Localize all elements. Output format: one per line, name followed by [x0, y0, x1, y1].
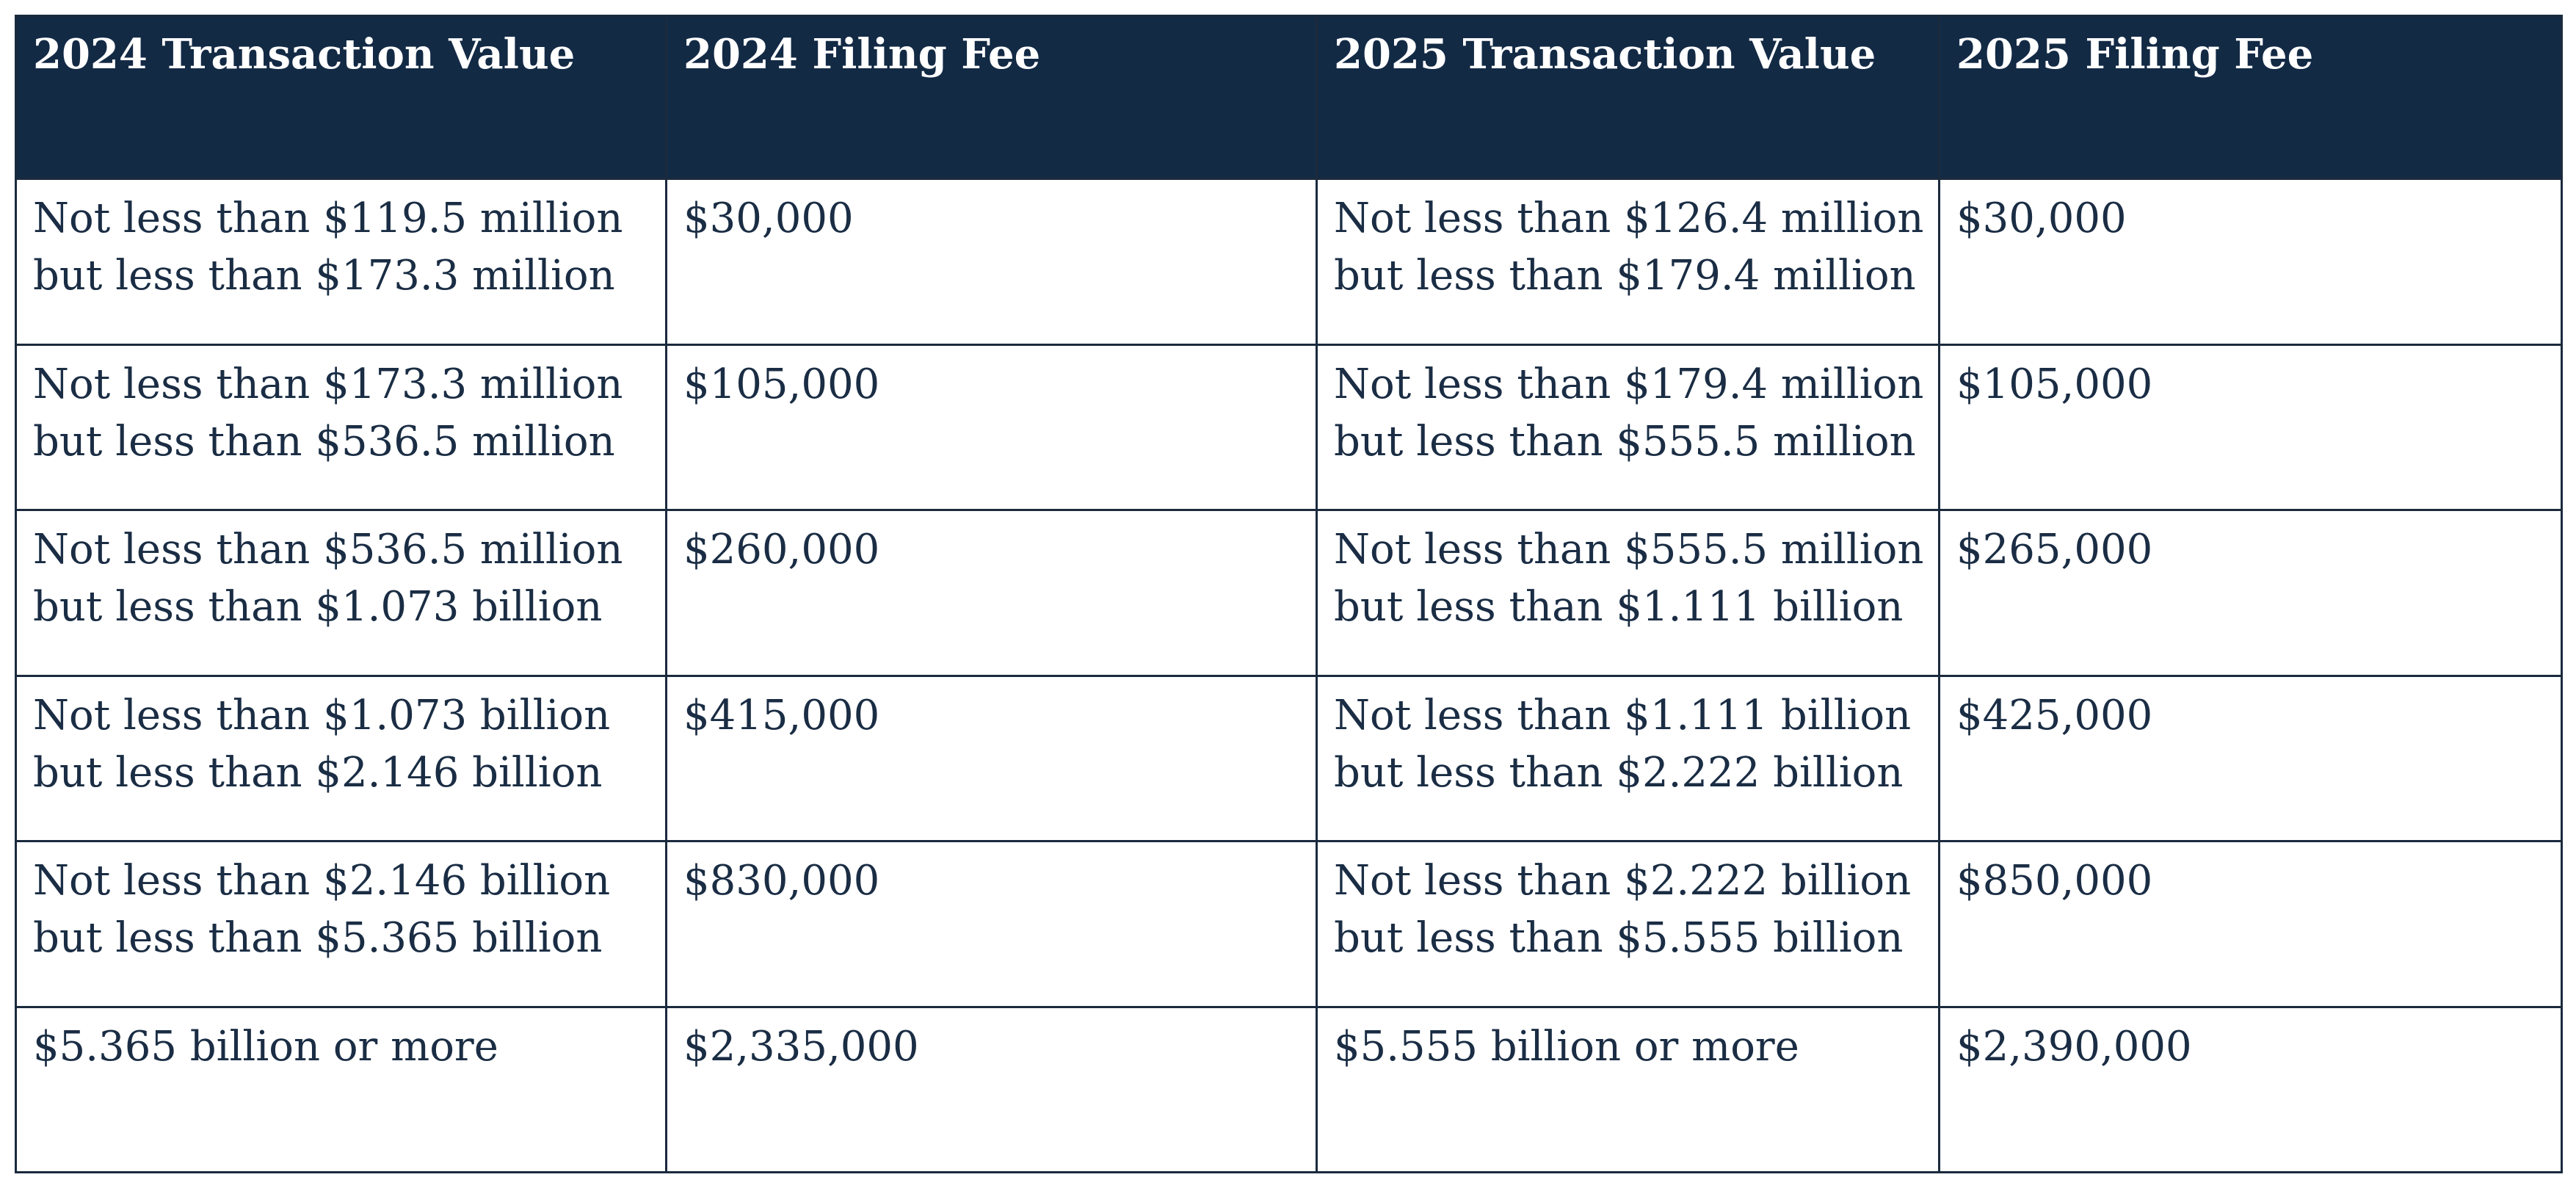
header-2024-filing-fee: 2024 Filing Fee: [665, 15, 1318, 180]
cell-2025-filing-fee: $425,000: [1938, 674, 2563, 842]
table-row: Not less than $173.3 million but less th…: [15, 343, 2563, 511]
cell-2024-filing-fee: $260,000: [665, 509, 1318, 677]
cell-2024-transaction-value: Not less than $1.073 billion but less th…: [15, 674, 667, 842]
cell-line: Not less than $173.3 million: [33, 360, 623, 408]
cell-line: Not less than $536.5 million: [33, 526, 623, 573]
cell-2025-transaction-value: Not less than $2.222 billion but less th…: [1316, 840, 1940, 1008]
cell-2025-transaction-value: Not less than $1.111 billion but less th…: [1316, 674, 1940, 842]
cell-line: Not less than $2.222 billion: [1334, 857, 1912, 905]
cell-2024-transaction-value: Not less than $2.146 billion but less th…: [15, 840, 667, 1008]
table-header: 2024 Transaction Value 2024 Filing Fee 2…: [15, 15, 2563, 180]
cell-2024-filing-fee: $2,335,000: [665, 1005, 1318, 1173]
cell-line: but less than $1.111 billion: [1334, 583, 1904, 631]
cell-2024-filing-fee: $830,000: [665, 840, 1318, 1008]
cell-line: but less than $179.4 million: [1334, 252, 1916, 300]
cell-2024-transaction-value: $5.365 billion or more: [15, 1005, 667, 1173]
cell-2025-filing-fee: $30,000: [1938, 178, 2563, 346]
cell-2025-filing-fee: $265,000: [1938, 509, 2563, 677]
cell-line: Not less than $2.146 billion: [33, 857, 611, 905]
cell-line: but less than $2.146 billion: [33, 748, 603, 797]
cell-line: Not less than $119.5 million: [33, 195, 623, 242]
cell-2025-transaction-value: Not less than $179.4 million but less th…: [1316, 343, 1940, 511]
cell-line: but less than $536.5 million: [33, 417, 615, 466]
cell-2024-filing-fee: $415,000: [665, 674, 1318, 842]
cell-2025-filing-fee: $2,390,000: [1938, 1005, 2563, 1173]
cell-2025-transaction-value: $5.555 billion or more: [1316, 1005, 1940, 1173]
table-row: Not less than $2.146 billion but less th…: [15, 840, 2563, 1008]
table-body: Not less than $119.5 million but less th…: [15, 178, 2563, 1173]
cell-line: Not less than $126.4 million: [1334, 195, 1924, 242]
cell-line: Not less than $555.5 million: [1334, 526, 1924, 573]
cell-line: $5.365 billion or more: [33, 1022, 498, 1071]
cell-line: but less than $555.5 million: [1334, 417, 1916, 466]
header-row: 2024 Transaction Value 2024 Filing Fee 2…: [15, 15, 2563, 180]
cell-2025-transaction-value: Not less than $555.5 million but less th…: [1316, 509, 1940, 677]
table-row: $5.365 billion or more $2,335,000 $5.555…: [15, 1005, 2563, 1173]
cell-line: but less than $5.555 billion: [1334, 914, 1904, 962]
cell-line: but less than $5.365 billion: [33, 914, 603, 962]
cell-2024-transaction-value: Not less than $119.5 million but less th…: [15, 178, 667, 346]
cell-2025-filing-fee: $850,000: [1938, 840, 2563, 1008]
cell-line: $5.555 billion or more: [1334, 1022, 1799, 1071]
table-row: Not less than $119.5 million but less th…: [15, 178, 2563, 346]
table-row: Not less than $536.5 million but less th…: [15, 509, 2563, 677]
header-2024-transaction-value: 2024 Transaction Value: [15, 15, 667, 180]
cell-line: but less than $2.222 billion: [1334, 748, 1904, 797]
header-2025-transaction-value: 2025 Transaction Value: [1316, 15, 1940, 180]
cell-2024-transaction-value: Not less than $536.5 million but less th…: [15, 509, 667, 677]
cell-2024-transaction-value: Not less than $173.3 million but less th…: [15, 343, 667, 511]
table-row: Not less than $1.073 billion but less th…: [15, 674, 2563, 842]
cell-2024-filing-fee: $105,000: [665, 343, 1318, 511]
cell-line: Not less than $1.111 billion: [1334, 691, 1912, 739]
cell-line: Not less than $179.4 million: [1334, 360, 1924, 408]
cell-2024-filing-fee: $30,000: [665, 178, 1318, 346]
cell-line: but less than $1.073 billion: [33, 583, 603, 631]
header-2025-filing-fee: 2025 Filing Fee: [1938, 15, 2563, 180]
cell-line: but less than $173.3 million: [33, 252, 615, 300]
cell-2025-transaction-value: Not less than $126.4 million but less th…: [1316, 178, 1940, 346]
cell-2025-filing-fee: $105,000: [1938, 343, 2563, 511]
filing-fee-table: 2024 Transaction Value 2024 Filing Fee 2…: [15, 15, 2563, 1173]
cell-line: Not less than $1.073 billion: [33, 691, 611, 739]
